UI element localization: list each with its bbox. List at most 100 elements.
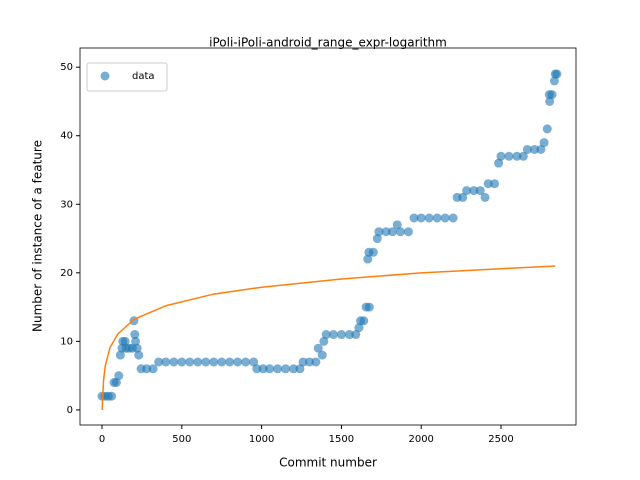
data-point	[354, 323, 364, 333]
data-point	[313, 343, 323, 353]
x-tick-label: 1000	[249, 434, 274, 445]
data-point	[518, 151, 528, 161]
data-point	[416, 213, 426, 223]
data-point	[547, 90, 557, 100]
data-point	[432, 213, 442, 223]
data-point	[381, 227, 391, 237]
data-point	[148, 364, 158, 374]
data-point	[241, 357, 251, 367]
data-point	[131, 336, 141, 346]
data-point	[374, 227, 384, 237]
data-point	[494, 158, 504, 168]
data-point	[458, 192, 468, 202]
data-point	[289, 364, 299, 374]
y-tick-label: 0	[67, 405, 73, 416]
data-point	[295, 364, 305, 374]
data-point	[344, 330, 354, 340]
data-point	[225, 357, 235, 367]
data-point	[387, 227, 397, 237]
legend-marker	[100, 71, 110, 81]
axes-frame	[79, 47, 577, 426]
data-point	[530, 144, 540, 154]
data-point	[258, 364, 268, 374]
data-point	[364, 302, 374, 312]
data-point	[154, 357, 164, 367]
y-tick-label: 40	[60, 131, 73, 142]
data-point	[328, 330, 338, 340]
data-point	[552, 69, 562, 79]
data-point	[504, 151, 514, 161]
data-point	[319, 336, 329, 346]
data-point	[496, 151, 506, 161]
data-point	[107, 391, 117, 401]
data-point	[114, 371, 124, 381]
y-tick-label: 10	[60, 336, 73, 347]
data-point	[134, 350, 144, 360]
x-tick-label: 500	[172, 434, 191, 445]
chart-title: iPoli-iPoli-android_range_expr-logarithm	[209, 36, 447, 50]
data-point	[317, 350, 327, 360]
data-point	[392, 220, 402, 230]
x-tick-label: 1500	[329, 434, 354, 445]
data-point	[252, 364, 262, 374]
data-point	[440, 213, 450, 223]
data-point	[336, 330, 346, 340]
data-point	[368, 247, 378, 257]
x-tick-label: 2000	[408, 434, 433, 445]
data-point	[185, 357, 195, 367]
data-point	[359, 316, 369, 326]
data-point	[475, 186, 485, 196]
x-tick-label: 0	[99, 434, 105, 445]
data-point	[395, 227, 405, 237]
data-point	[372, 234, 382, 244]
x-tick-label: 2500	[488, 434, 513, 445]
data-point	[351, 330, 361, 340]
y-tick-label: 50	[60, 62, 73, 73]
data-point	[321, 330, 331, 340]
data-point	[536, 144, 546, 154]
data-point	[249, 357, 259, 367]
data-point	[115, 350, 125, 360]
data-point	[311, 357, 321, 367]
data-point	[480, 192, 490, 202]
data-point	[265, 364, 275, 374]
legend-box	[86, 62, 168, 92]
x-axis-label: Commit number	[279, 456, 377, 470]
data-point	[512, 151, 522, 161]
y-tick-label: 30	[60, 199, 73, 210]
data-point	[469, 186, 479, 196]
data-point	[490, 179, 500, 189]
data-point	[483, 179, 493, 189]
data-point	[545, 96, 555, 106]
data-point	[161, 357, 171, 367]
data-point	[169, 357, 179, 367]
data-point	[209, 357, 219, 367]
data-point	[177, 357, 187, 367]
data-point	[424, 213, 434, 223]
data-point	[522, 144, 532, 154]
data-point	[542, 124, 552, 134]
legend-label: data	[132, 71, 155, 82]
fit-line	[101, 265, 556, 410]
data-point	[201, 357, 211, 367]
data-point	[539, 138, 549, 148]
data-point	[142, 364, 152, 374]
data-point	[273, 364, 283, 374]
data-point	[281, 364, 291, 374]
data-point	[462, 186, 472, 196]
y-axis-label: Number of instance of a feature	[31, 140, 45, 332]
data-point	[120, 336, 130, 346]
data-point	[304, 357, 314, 367]
data-point	[217, 357, 227, 367]
data-point	[448, 213, 458, 223]
data-point	[549, 76, 559, 86]
data-point	[403, 227, 413, 237]
data-point	[111, 378, 121, 388]
data-point	[132, 343, 142, 353]
data-point	[298, 357, 308, 367]
data-point	[233, 357, 243, 367]
data-point	[193, 357, 203, 367]
data-point	[363, 254, 373, 264]
data-point	[130, 330, 140, 340]
